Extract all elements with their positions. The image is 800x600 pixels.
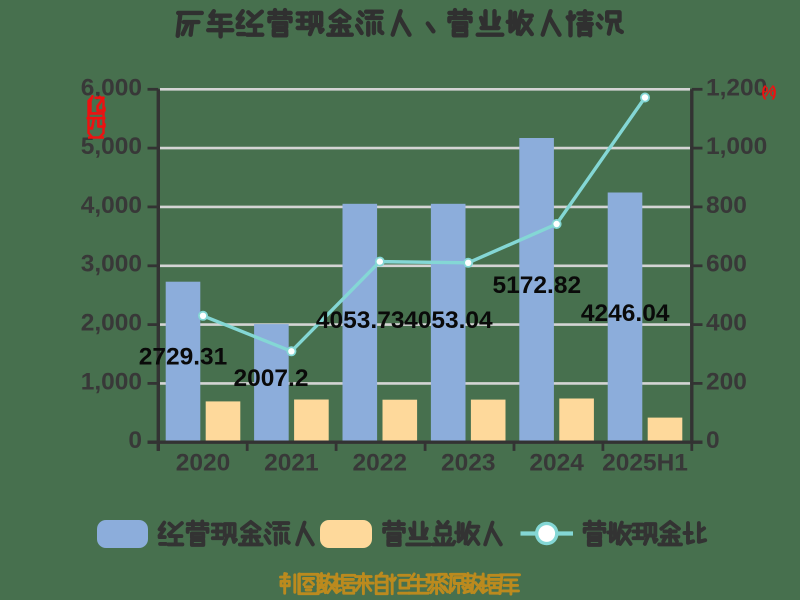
svg-text:5172.82: 5172.82 [493,272,582,299]
svg-text:2,000: 2,000 [81,310,142,337]
svg-text:0: 0 [128,427,142,454]
svg-text:400: 400 [706,310,747,337]
svg-text:1,200: 1,200 [706,74,767,101]
svg-text:3,000: 3,000 [81,251,142,278]
svg-text:2020: 2020 [176,450,231,477]
svg-text:2023: 2023 [441,450,496,477]
svg-text:2024: 2024 [529,450,584,477]
svg-text:200: 200 [706,368,747,395]
svg-text:1,000: 1,000 [81,368,142,395]
svg-text:4246.04: 4246.04 [581,300,670,327]
svg-text:6,000: 6,000 [81,74,142,101]
svg-text:1,000: 1,000 [706,133,767,160]
svg-text:2021: 2021 [264,450,319,477]
svg-text:2022: 2022 [353,450,408,477]
svg-text:0: 0 [706,427,720,454]
svg-text:4,000: 4,000 [81,192,142,219]
svg-text:600: 600 [706,251,747,278]
svg-text:800: 800 [706,192,747,219]
svg-text:4053.04: 4053.04 [404,307,493,334]
svg-text:2729.31: 2729.31 [139,344,228,371]
svg-text:2025H1: 2025H1 [602,450,688,477]
svg-text:4053.73: 4053.73 [316,307,405,334]
svg-text:2007.2: 2007.2 [234,365,309,392]
